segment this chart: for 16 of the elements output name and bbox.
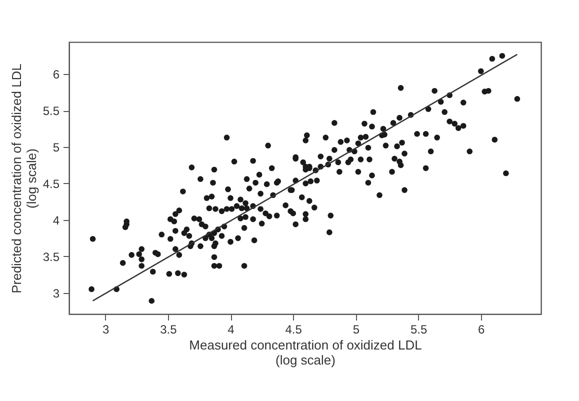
x-tick-label: 5 <box>352 322 360 336</box>
x-tick-label: 4.5 <box>285 322 302 336</box>
x-tick-label: 4 <box>228 322 235 336</box>
y-tick-label: 5.5 <box>42 104 60 118</box>
x-axis-title: Measured concentration of oxidized LDL (log scale) <box>189 338 422 368</box>
x-tick-label: 6 <box>478 322 486 336</box>
y-tick-label: 4.5 <box>42 176 60 191</box>
y-tick-label: 4 <box>52 213 60 228</box>
x-tick-label: 3 <box>102 322 110 336</box>
y-axis-title: Predicted concentration of oxidized LDL (log scale) <box>8 64 39 294</box>
x-tick-label: 3.5 <box>160 322 178 336</box>
y-tick-label: 6 <box>52 68 60 82</box>
y-tick-label: 3 <box>52 286 60 300</box>
y-tick-label: 3.5 <box>42 250 60 264</box>
y-tick-label: 5 <box>52 140 60 155</box>
x-tick-label: 5.5 <box>410 322 428 336</box>
